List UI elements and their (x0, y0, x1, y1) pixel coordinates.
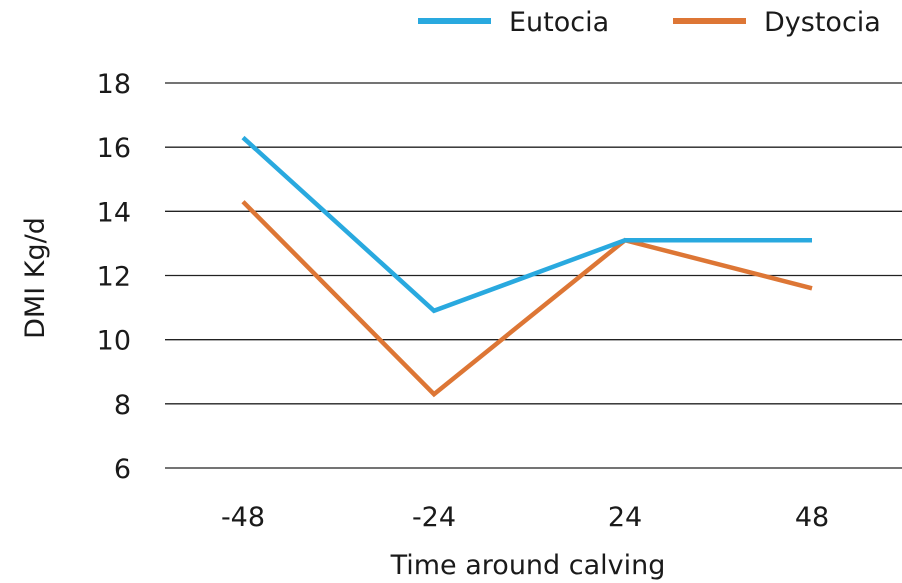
series-line-dystocia (241, 200, 813, 398)
legend-label-eutocia: Eutocia (509, 7, 609, 38)
y-tick-label: 18 (97, 69, 131, 100)
y-tick-label: 6 (114, 454, 131, 485)
x-axis-label: Time around calving (390, 550, 666, 581)
series-line-eutocia (241, 135, 812, 314)
legend: Eutocia Dystocia (418, 7, 881, 38)
legend-label-dystocia: Dystocia (764, 7, 881, 38)
x-tick-label: 48 (795, 502, 829, 533)
x-tick-labels: -48 -24 24 48 (221, 502, 829, 533)
y-axis-label: DMI Kg/d (20, 217, 51, 339)
x-tick-label: -48 (221, 502, 265, 533)
x-tick-label: 24 (608, 502, 642, 533)
y-tick-label: 8 (114, 390, 131, 421)
y-tick-label: 16 (97, 133, 131, 164)
y-tick-label: 14 (97, 197, 131, 228)
y-tick-labels: 6 8 10 12 14 16 18 (97, 69, 131, 485)
y-tick-label: 12 (97, 262, 131, 293)
x-tick-label: -24 (412, 502, 456, 533)
y-tick-label: 10 (97, 326, 131, 357)
series-lines (241, 135, 813, 398)
